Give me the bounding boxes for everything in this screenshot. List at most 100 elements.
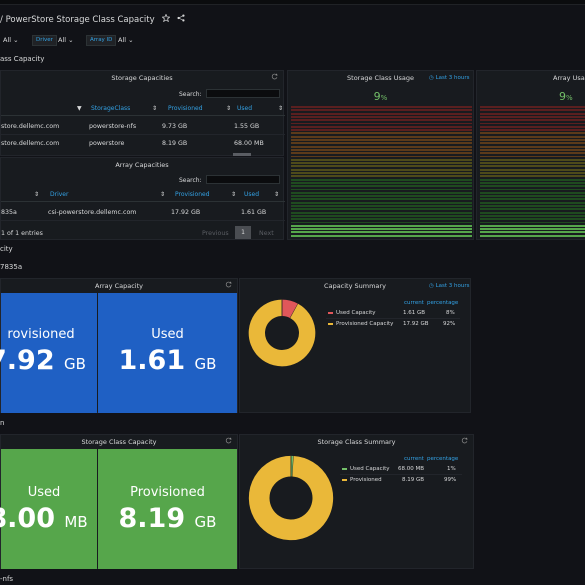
panel-title[interactable]: Storage Class Capacity: [81, 438, 157, 446]
share-icon[interactable]: [177, 14, 185, 25]
refresh-icon[interactable]: [225, 437, 232, 444]
row-title-storage-class-capacity[interactable]: ass Capacity: [0, 55, 45, 63]
gauge-segment: [480, 201, 585, 204]
refresh-icon[interactable]: [461, 437, 468, 444]
time-range-info[interactable]: ◷ Last 3 hours: [429, 75, 469, 81]
sort-icon[interactable]: ⇕: [152, 105, 158, 112]
panel-title[interactable]: Storage Class Summary: [317, 438, 396, 446]
col-driver[interactable]: Driver: [50, 191, 69, 198]
gauge-segment: [291, 178, 472, 181]
usage-value: 9%: [288, 90, 473, 103]
gauge-segment: [480, 129, 585, 132]
gauge-segment: [480, 152, 585, 155]
sort-desc-icon[interactable]: ▼: [77, 105, 82, 112]
stat-value: 1.61 GB: [98, 345, 237, 376]
clock-icon: ◷: [429, 283, 434, 289]
stat-value: 7.92 GB: [0, 345, 97, 376]
table-row[interactable]: store.dellemc.com powerstore-nfs 9.73 GB…: [1, 118, 285, 135]
stat-number: 8.19: [118, 503, 186, 534]
col-provisioned[interactable]: Provisioned: [175, 191, 210, 198]
top-navbar: [0, 0, 585, 5]
search-input[interactable]: [206, 175, 280, 184]
legend-name: Provisioned: [350, 477, 382, 483]
legend-row[interactable]: Used Capacity 68.00 MB 1%: [340, 464, 462, 475]
donut-slice-1[interactable]: [248, 455, 334, 541]
sort-icon[interactable]: ⇕: [274, 191, 280, 198]
star-icon[interactable]: [161, 13, 171, 25]
stat-label: Provisioned: [130, 485, 205, 500]
stat-value: 8.19 GB: [98, 503, 237, 534]
panel-title[interactable]: Storage Capacities: [111, 74, 173, 82]
legend-row[interactable]: Used Capacity 1.61 GB 8%: [326, 308, 460, 319]
legend-swatch: [342, 468, 347, 470]
sort-icon[interactable]: ⇕: [226, 105, 232, 112]
variable-driver-select[interactable]: All ⌄: [55, 35, 77, 46]
gauge-segment: [480, 119, 585, 122]
page-1-button[interactable]: 1: [235, 226, 251, 239]
stat-label: Used: [27, 485, 61, 500]
row-title-bottom[interactable]: -nfs: [0, 575, 14, 583]
col-provisioned[interactable]: Provisioned: [168, 105, 203, 112]
col-used[interactable]: Used: [237, 105, 253, 112]
gauge-segment: [480, 132, 585, 135]
scrollbar[interactable]: [233, 153, 251, 156]
dashboard-title[interactable]: / PowerStore Storage Class Capacity: [0, 13, 185, 25]
gauge-segment: [291, 129, 472, 132]
gauge-segment: [291, 201, 472, 204]
stat-unit: MB: [64, 513, 88, 531]
refresh-icon[interactable]: [225, 281, 232, 288]
legend-row[interactable]: Provisioned Capacity 17.92 GB 92%: [326, 319, 460, 330]
sort-icon[interactable]: ⇕: [160, 191, 166, 198]
stat-unit: GB: [194, 355, 217, 373]
search-input[interactable]: [206, 89, 280, 98]
stat-number: 8.00: [0, 503, 55, 534]
gauge-segment: [480, 208, 585, 211]
variable-array-id-value: All: [118, 36, 127, 44]
next-button[interactable]: Next: [259, 230, 274, 237]
sort-icon[interactable]: ⇕: [278, 105, 284, 112]
used-stat: Used 8.00 MB: [0, 449, 97, 569]
table-row[interactable]: 835a csi-powerstore.dellemc.com 17.92 GB…: [1, 204, 285, 221]
gauge-segment: [480, 228, 585, 231]
panel-title[interactable]: Storage Class Usage: [347, 74, 414, 82]
gauge-segment: [291, 181, 472, 184]
panel-title[interactable]: Array Capacity: [95, 282, 143, 290]
gauge-segment: [291, 214, 472, 217]
donut-slice-0[interactable]: [281, 299, 299, 319]
cell-storageclass: powerstore-nfs: [89, 123, 137, 130]
gauge-segment: [291, 231, 472, 234]
gauge-segment: [291, 145, 472, 148]
gauge-segment: [291, 208, 472, 211]
legend-col-percentage: percentage: [427, 300, 459, 306]
col-storageclass[interactable]: StorageClass: [91, 105, 131, 112]
sort-icon[interactable]: ⇕: [231, 191, 237, 198]
variable-array-id-select[interactable]: All ⌄: [115, 35, 137, 46]
sort-icon[interactable]: ⇕: [34, 191, 40, 198]
gauge-segment: [291, 185, 472, 188]
clock-icon: ◷: [429, 75, 434, 81]
legend-current: 17.92 GB: [403, 321, 429, 327]
time-range-info[interactable]: ◷ Last 3 hours: [429, 283, 469, 289]
panel-title[interactable]: Capacity Summary: [324, 282, 386, 290]
legend-row[interactable]: Provisioned 8.19 GB 99%: [340, 475, 462, 486]
gauge-segment: [480, 175, 585, 178]
stat-label: rovisioned: [7, 327, 75, 342]
variable-1-select[interactable]: All ⌄: [0, 35, 22, 46]
usage-number: 9: [373, 90, 381, 103]
row-title-array-id[interactable]: 7835a: [0, 263, 23, 271]
usage-unit: %: [566, 94, 573, 102]
gauge-segment: [291, 139, 472, 141]
refresh-icon[interactable]: [271, 73, 278, 80]
previous-button[interactable]: Previous: [202, 230, 229, 237]
gauge-segment: [480, 218, 585, 221]
row-title-array[interactable]: city: [0, 245, 13, 253]
panel-title[interactable]: Array Capacities: [115, 161, 169, 169]
table-row[interactable]: store.dellemc.com powerstore 8.19 GB 68.…: [1, 135, 285, 152]
donut-slice-1[interactable]: [248, 299, 316, 367]
col-used[interactable]: Used: [244, 191, 260, 198]
capacity-donut-chart: [248, 299, 316, 367]
panel-title[interactable]: Array Usage: [553, 74, 585, 82]
legend-name: Used Capacity: [336, 310, 376, 316]
row-title-storage-class[interactable]: n: [0, 419, 5, 427]
table-header: [1, 188, 285, 202]
